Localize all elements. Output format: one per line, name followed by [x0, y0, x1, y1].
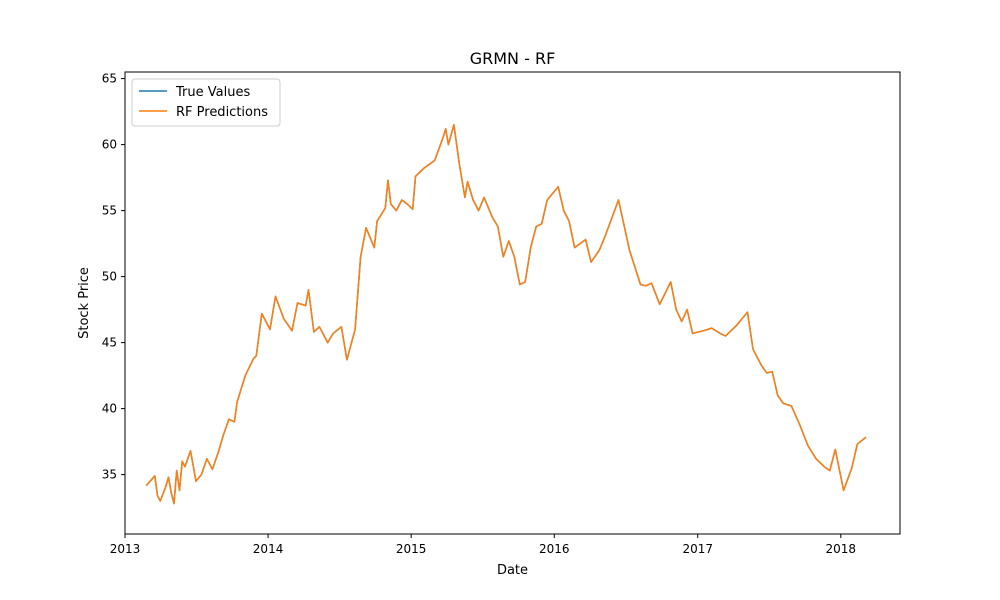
legend: True Values RF Predictions: [131, 78, 281, 127]
plot-frame: [124, 71, 901, 535]
y-tick-label: 50: [102, 270, 117, 284]
y-axis-title: Stock Price: [77, 267, 92, 339]
y-tick-label: 65: [102, 72, 117, 86]
chart-title: GRMN - RF: [470, 49, 556, 68]
x-tick-label: 2013: [110, 542, 141, 556]
x-tick-label: 2018: [826, 542, 857, 556]
x-tick-label: 2015: [396, 542, 427, 556]
y-tick-label: 40: [102, 402, 117, 416]
series-line-rf-predictions: [145, 124, 867, 505]
y-tick-label: 55: [102, 204, 117, 218]
legend-box: [131, 78, 281, 127]
legend-label-true-values: True Values: [175, 85, 250, 100]
x-axis: 2013 2014 2015 2016 2017 2018: [110, 534, 856, 556]
plot-area: [145, 124, 867, 505]
y-tick-label: 45: [102, 336, 117, 350]
series-line-true-values: [145, 124, 867, 505]
legend-label-rf-predictions: RF Predictions: [176, 105, 268, 120]
x-axis-title: Date: [497, 563, 528, 578]
x-tick-label: 2016: [539, 542, 570, 556]
y-tick-label: 35: [102, 468, 117, 482]
y-axis: 35 40 45 50 55 60 65: [102, 72, 125, 482]
y-tick-label: 60: [102, 138, 117, 152]
x-tick-label: 2017: [682, 542, 713, 556]
x-tick-label: 2014: [253, 542, 284, 556]
